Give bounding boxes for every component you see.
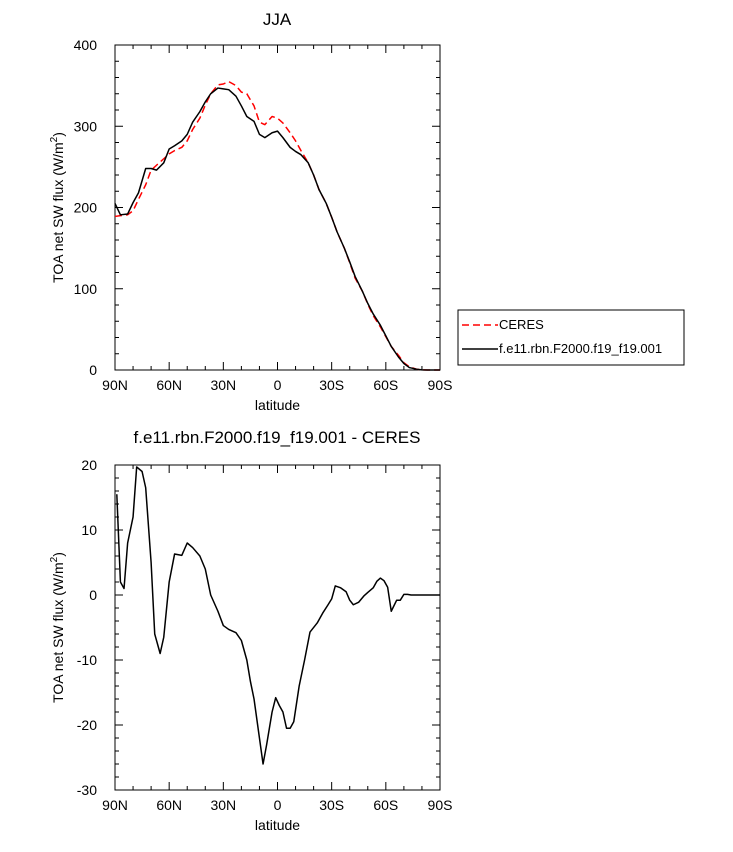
top-panel: JJA 90N 60N 30N 0 30S 60S 90S 0 100 200 300 400 lati…	[49, 10, 685, 413]
top-y-axis-title-end: )	[50, 132, 66, 137]
bottom-y-tick-label: -30	[77, 782, 97, 798]
top-x-axis-title: latitude	[255, 397, 300, 413]
top-y-tick-label: 100	[74, 281, 98, 297]
bottom-y-tick-label: 10	[81, 522, 97, 538]
bottom-y-tick-label: -10	[77, 652, 97, 668]
top-y-axis-title: TOA net SW flux (W/m2)	[49, 132, 66, 283]
bottom-x-tick-label: 90S	[428, 797, 453, 813]
bottom-plot-area: 90N 60N 30N 0 30S 60S 90S -30 -20 -10 0 10 20 latitud…	[49, 457, 452, 833]
bottom-y-axis-title-sup: 2	[49, 556, 60, 562]
top-plot-area: 90N 60N 30N 0 30S 60S 90S 0 100 200 300 400 latitude…	[49, 37, 452, 413]
legend-label-ceres: CERES	[499, 317, 544, 332]
top-x-tick-label: 0	[274, 377, 282, 393]
top-x-tick-label: 30S	[319, 377, 344, 393]
top-chart-title: JJA	[263, 10, 292, 29]
top-x-tick-label: 90N	[102, 377, 128, 393]
top-x-tick-label: 60S	[373, 377, 398, 393]
bottom-x-tick-label: 60N	[156, 797, 182, 813]
bottom-x-tick-label: 30S	[319, 797, 344, 813]
bottom-y-axis-title-main: TOA net SW flux (W/m	[50, 562, 66, 703]
top-plot-frame	[114, 44, 441, 371]
bottom-panel: f.e11.rbn.F2000.f19_f19.001 - CERES 90N 6…	[49, 428, 452, 833]
legend: CERES f.e11.rbn.F2000.f19_f19.001	[457, 309, 685, 366]
top-y-axis-title-main: TOA net SW flux (W/m	[50, 142, 66, 283]
bottom-y-axis-title-end: )	[50, 552, 66, 557]
bottom-y-tick-label: 0	[89, 587, 97, 603]
top-y-tick-label: 0	[89, 362, 97, 378]
bottom-x-tick-label: 60S	[373, 797, 398, 813]
bottom-y-axis-title: TOA net SW flux (W/m2)	[49, 552, 66, 703]
top-y-tick-label: 300	[74, 118, 98, 134]
top-x-tick-label: 90S	[428, 377, 453, 393]
bottom-x-tick-label: 90N	[102, 797, 128, 813]
bottom-plot-frame	[114, 464, 441, 791]
bottom-x-axis-title: latitude	[255, 817, 300, 833]
top-x-tick-label: 60N	[156, 377, 182, 393]
bottom-series-line-0	[116, 466, 440, 765]
bottom-chart-title: f.e11.rbn.F2000.f19_f19.001 - CERES	[134, 428, 421, 447]
bottom-y-tick-label: -20	[77, 717, 97, 733]
top-y-tick-label: 200	[74, 200, 98, 216]
legend-label-model: f.e11.rbn.F2000.f19_f19.001	[499, 341, 662, 356]
bottom-x-tick-label: 30N	[210, 797, 236, 813]
top-series-line-1	[114, 87, 440, 371]
top-y-axis-title-sup: 2	[49, 136, 60, 142]
top-y-tick-label: 400	[74, 37, 98, 53]
top-series-line-0	[114, 80, 440, 371]
bottom-y-tick-label: 20	[81, 457, 97, 473]
top-x-tick-label: 30N	[210, 377, 236, 393]
legend-box	[457, 309, 685, 366]
bottom-x-tick-label: 0	[274, 797, 282, 813]
